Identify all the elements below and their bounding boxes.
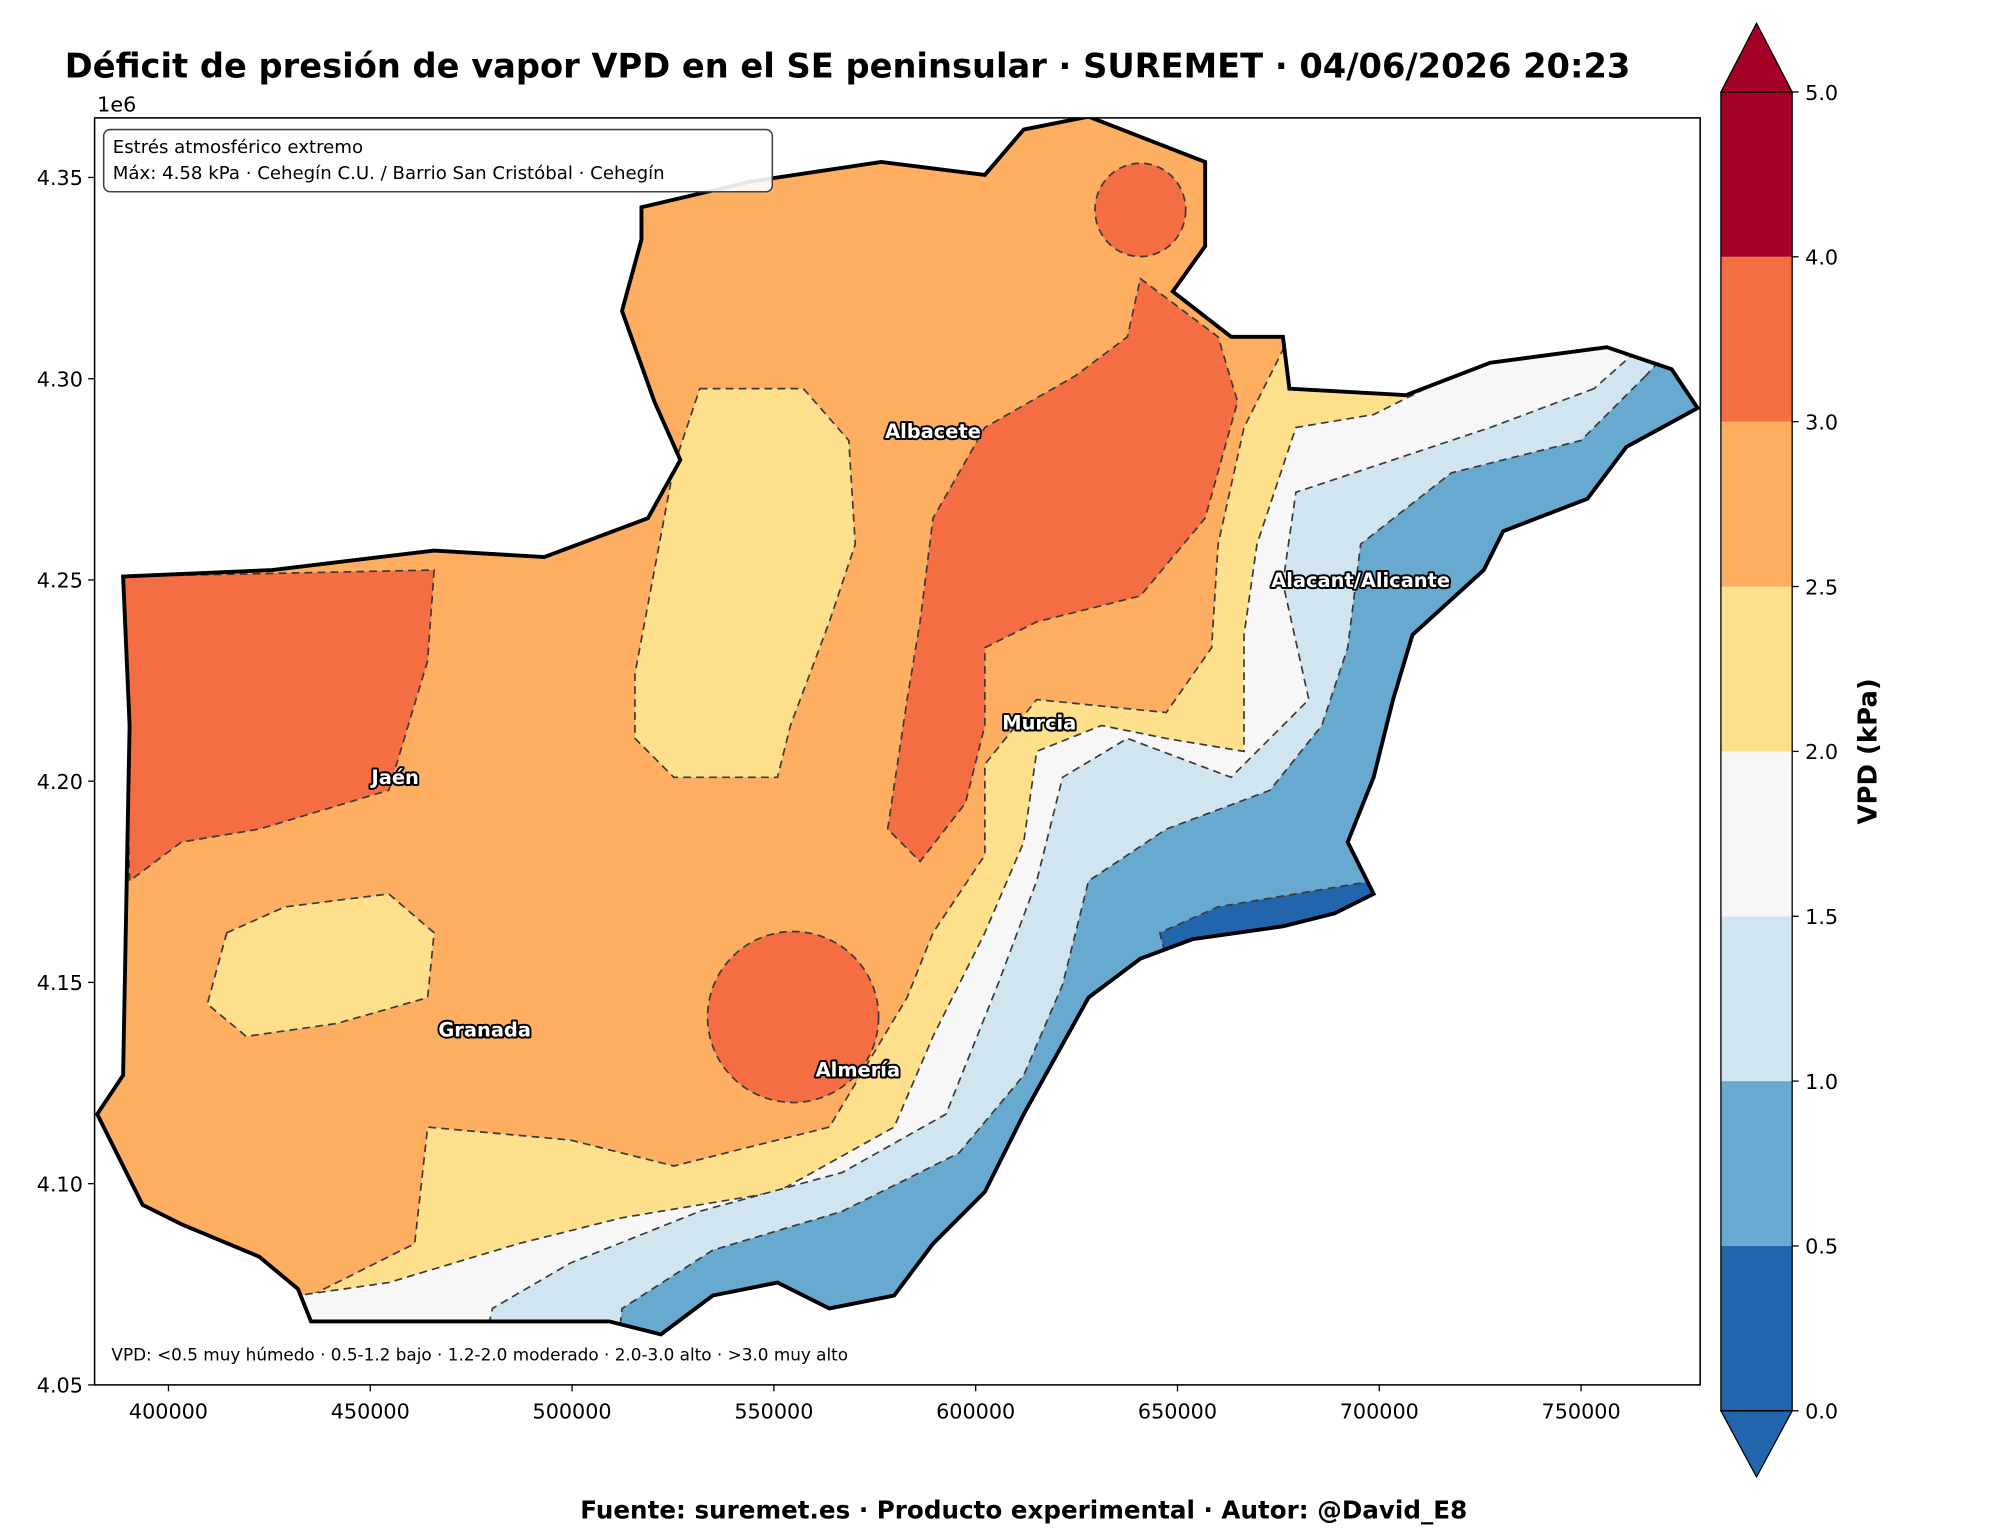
annotation-text: Máx: 4.58 kPa · Cehegín C.U. / Barrio Sa…	[113, 163, 665, 184]
x-tick-label: 600000	[936, 1400, 1015, 1424]
x-tick-label: 500000	[533, 1400, 612, 1424]
band-yellow	[634, 387, 857, 779]
annotation-text: Estrés atmosférico extremo	[113, 137, 363, 158]
x-tick-label: 550000	[734, 1400, 813, 1424]
footer: Fuente: suremet.es · Producto experiment…	[580, 1495, 1467, 1524]
y-tick-label: 4.10	[37, 1172, 83, 1196]
colorbar-segment	[1720, 751, 1793, 917]
colorbar-segment	[1720, 91, 1793, 257]
colorbar-tick-label: 4.0	[1805, 246, 1838, 270]
city-label: Jaén	[370, 766, 419, 789]
city-label: Granada	[438, 1018, 531, 1041]
colorbar-label: VPD (kPa)	[1853, 678, 1883, 824]
y-tick-label: 4.15	[37, 971, 83, 995]
map: Albacete Alacant/Alicante Murcia Jaén Gr…	[95, 117, 1700, 1337]
annotation-box	[102, 128, 774, 193]
colorbar-tick-label: 3.0	[1805, 410, 1838, 434]
offset-label: 1e6	[97, 92, 136, 116]
x-tick-label: 650000	[1138, 1400, 1217, 1424]
colorbar-segment	[1720, 256, 1793, 422]
vpd-field	[97, 117, 1698, 1335]
chart-title: Déficit de presión de vapor VPD en el SE…	[65, 47, 1631, 86]
city-label: Alacant/Alicante	[1271, 569, 1450, 592]
colorbar-tick-label: 0.0	[1805, 1400, 1838, 1424]
colorbar-segment	[1720, 1245, 1793, 1411]
colorbar-extend-low	[1719, 1410, 1794, 1479]
y-tick-label: 4.25	[37, 569, 83, 593]
y-tick-label: 4.05	[37, 1374, 83, 1398]
colorbar-tick-label: 0.5	[1805, 1235, 1838, 1259]
city-label: Albacete	[885, 420, 981, 443]
colorbar-segment	[1720, 421, 1793, 587]
colorbar-tick-label: 2.5	[1805, 575, 1838, 599]
colorbar-tick-label: 5.0	[1805, 81, 1838, 105]
y-tick-label: 4.20	[37, 770, 83, 794]
x-tick-label: 700000	[1340, 1400, 1419, 1424]
axes-frame	[93, 117, 1701, 1386]
band-red	[886, 277, 1239, 863]
colorbar-segment	[1720, 1081, 1793, 1246]
colorbar-extend-high	[1719, 21, 1794, 93]
x-tick-label: 750000	[1542, 1400, 1621, 1424]
band-red	[706, 930, 880, 1104]
band-red	[122, 569, 436, 883]
colorbar-tick-label: 1.0	[1805, 1070, 1838, 1094]
colorbar-segment	[1720, 586, 1793, 752]
x-tick-label: 400000	[129, 1400, 208, 1424]
y-tick-label: 4.35	[37, 166, 83, 190]
x-tick-label: 450000	[331, 1400, 410, 1424]
band-red	[1094, 162, 1187, 258]
city-label: Murcia	[1002, 711, 1076, 734]
colorbar-tick-label: 1.5	[1805, 905, 1838, 929]
colorbar-segment	[1720, 916, 1793, 1082]
city-label: Almería	[816, 1059, 900, 1082]
colorbar-tick-label: 2.0	[1805, 740, 1838, 764]
y-tick-label: 4.30	[37, 367, 83, 391]
legend-note: VPD: <0.5 muy húmedo · 0.5-1.2 bajo · 1.…	[111, 1344, 848, 1364]
band-yellow	[206, 893, 435, 1038]
